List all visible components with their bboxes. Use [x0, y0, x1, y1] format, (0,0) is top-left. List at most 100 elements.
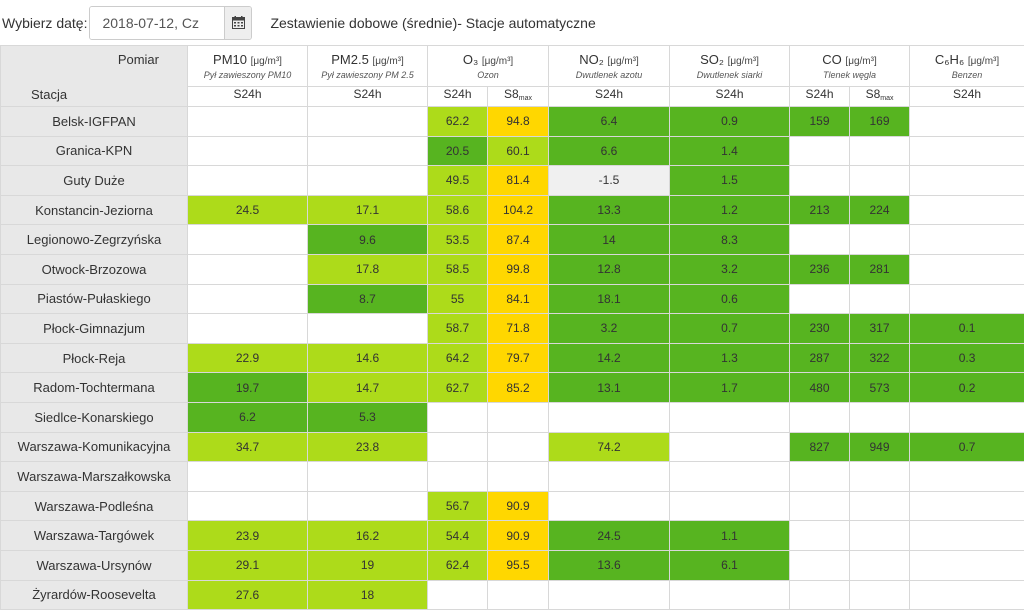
station-name: Piastów-Pułaskiego	[1, 284, 188, 314]
station-name: Płock-Reja	[1, 343, 188, 373]
cell-so2-s24h: 1.7	[670, 373, 790, 403]
cell-co-s8max	[850, 284, 910, 314]
cell-so2-s24h: 1.4	[670, 136, 790, 166]
cell-pm10-s24h	[188, 284, 308, 314]
cell-so2-s24h	[670, 432, 790, 462]
station-name: Warszawa-Podleśna	[1, 491, 188, 521]
cell-o3-s24h: 58.5	[428, 254, 488, 284]
cell-pm10-s24h: 19.7	[188, 373, 308, 403]
cell-pm25-s24h	[308, 107, 428, 137]
cell-c6h6-s24h	[910, 254, 1024, 284]
cell-pm25-s24h: 8.7	[308, 284, 428, 314]
cell-o3-s8max: 79.7	[488, 343, 549, 373]
cell-co-s24h	[790, 284, 850, 314]
cell-c6h6-s24h	[910, 462, 1024, 492]
cell-o3-s24h: 64.2	[428, 343, 488, 373]
cell-o3-s8max	[488, 432, 549, 462]
cell-no2-s24h: 3.2	[549, 314, 670, 344]
cell-pm10-s24h	[188, 225, 308, 255]
station-name: Otwock-Brzozowa	[1, 254, 188, 284]
cell-no2-s24h: 12.8	[549, 254, 670, 284]
cell-co-s8max	[850, 550, 910, 580]
cell-no2-s24h: 14.2	[549, 343, 670, 373]
cell-c6h6-s24h	[910, 136, 1024, 166]
cell-co-s8max	[850, 136, 910, 166]
station-name: Legionowo-Zegrzyńska	[1, 225, 188, 255]
subheader-co-s24h: S24h	[790, 87, 850, 107]
date-input[interactable]	[90, 7, 224, 39]
cell-co-s8max: 573	[850, 373, 910, 403]
header-o3: O₃ [μg/m³]Ozon	[428, 46, 549, 87]
subheader-o3-s24h: S24h	[428, 87, 488, 107]
cell-c6h6-s24h: 0.7	[910, 432, 1024, 462]
cell-co-s24h	[790, 550, 850, 580]
cell-so2-s24h	[670, 402, 790, 432]
cell-c6h6-s24h	[910, 166, 1024, 196]
station-name: Warszawa-Komunikacyjna	[1, 432, 188, 462]
cell-pm25-s24h: 14.6	[308, 343, 428, 373]
station-name: Belsk-IGFPAN	[1, 107, 188, 137]
cell-so2-s24h: 0.7	[670, 314, 790, 344]
cell-so2-s24h: 1.1	[670, 521, 790, 551]
cell-no2-s24h: 13.3	[549, 195, 670, 225]
cell-pm10-s24h	[188, 254, 308, 284]
cell-so2-s24h: 1.5	[670, 166, 790, 196]
cell-co-s8max: 949	[850, 432, 910, 462]
cell-o3-s24h: 55	[428, 284, 488, 314]
cell-pm25-s24h: 23.8	[308, 432, 428, 462]
cell-c6h6-s24h	[910, 107, 1024, 137]
cell-pm25-s24h	[308, 462, 428, 492]
cell-co-s24h: 230	[790, 314, 850, 344]
cell-so2-s24h: 0.6	[670, 284, 790, 314]
cell-o3-s8max	[488, 580, 549, 610]
cell-o3-s8max	[488, 462, 549, 492]
cell-o3-s8max: 90.9	[488, 491, 549, 521]
cell-so2-s24h: 8.3	[670, 225, 790, 255]
cell-c6h6-s24h	[910, 580, 1024, 610]
cell-o3-s8max: 81.4	[488, 166, 549, 196]
cell-no2-s24h	[549, 402, 670, 432]
cell-o3-s24h: 20.5	[428, 136, 488, 166]
cell-c6h6-s24h: 0.1	[910, 314, 1024, 344]
cell-co-s24h	[790, 491, 850, 521]
cell-o3-s24h: 58.6	[428, 195, 488, 225]
cell-c6h6-s24h: 0.2	[910, 373, 1024, 403]
station-name: Radom-Tochtermana	[1, 373, 188, 403]
cell-o3-s24h: 53.5	[428, 225, 488, 255]
cell-so2-s24h: 3.2	[670, 254, 790, 284]
cell-o3-s24h: 56.7	[428, 491, 488, 521]
cell-so2-s24h	[670, 462, 790, 492]
cell-co-s24h	[790, 521, 850, 551]
cell-no2-s24h: 13.6	[549, 550, 670, 580]
cell-pm10-s24h: 34.7	[188, 432, 308, 462]
station-name: Warszawa-Targówek	[1, 521, 188, 551]
cell-pm25-s24h: 14.7	[308, 373, 428, 403]
table-row: Warszawa-Marszałkowska	[1, 462, 1024, 492]
cell-pm10-s24h: 29.1	[188, 550, 308, 580]
station-name: Siedlce-Konarskiego	[1, 402, 188, 432]
cell-pm25-s24h	[308, 491, 428, 521]
cell-co-s24h: 480	[790, 373, 850, 403]
cell-o3-s8max: 95.5	[488, 550, 549, 580]
cell-o3-s8max	[488, 402, 549, 432]
station-name: Płock-Gimnazjum	[1, 314, 188, 344]
station-name: Żyrardów-Roosevelta	[1, 580, 188, 610]
measurements-table: Pomiar Stacja PM10 [μg/m³]Pył zawieszony…	[0, 45, 1024, 610]
cell-o3-s8max: 84.1	[488, 284, 549, 314]
date-picker[interactable]	[89, 6, 252, 40]
cell-pm10-s24h: 22.9	[188, 343, 308, 373]
station-name: Warszawa-Marszałkowska	[1, 462, 188, 492]
cell-co-s8max: 322	[850, 343, 910, 373]
cell-pm10-s24h: 6.2	[188, 402, 308, 432]
cell-co-s8max: 317	[850, 314, 910, 344]
station-label: Stacja	[31, 87, 67, 102]
calendar-button[interactable]	[224, 7, 251, 39]
measurement-label: Pomiar	[118, 52, 159, 67]
header-so2: SO₂ [μg/m³]Dwutlenek siarki	[670, 46, 790, 87]
cell-pm10-s24h	[188, 107, 308, 137]
